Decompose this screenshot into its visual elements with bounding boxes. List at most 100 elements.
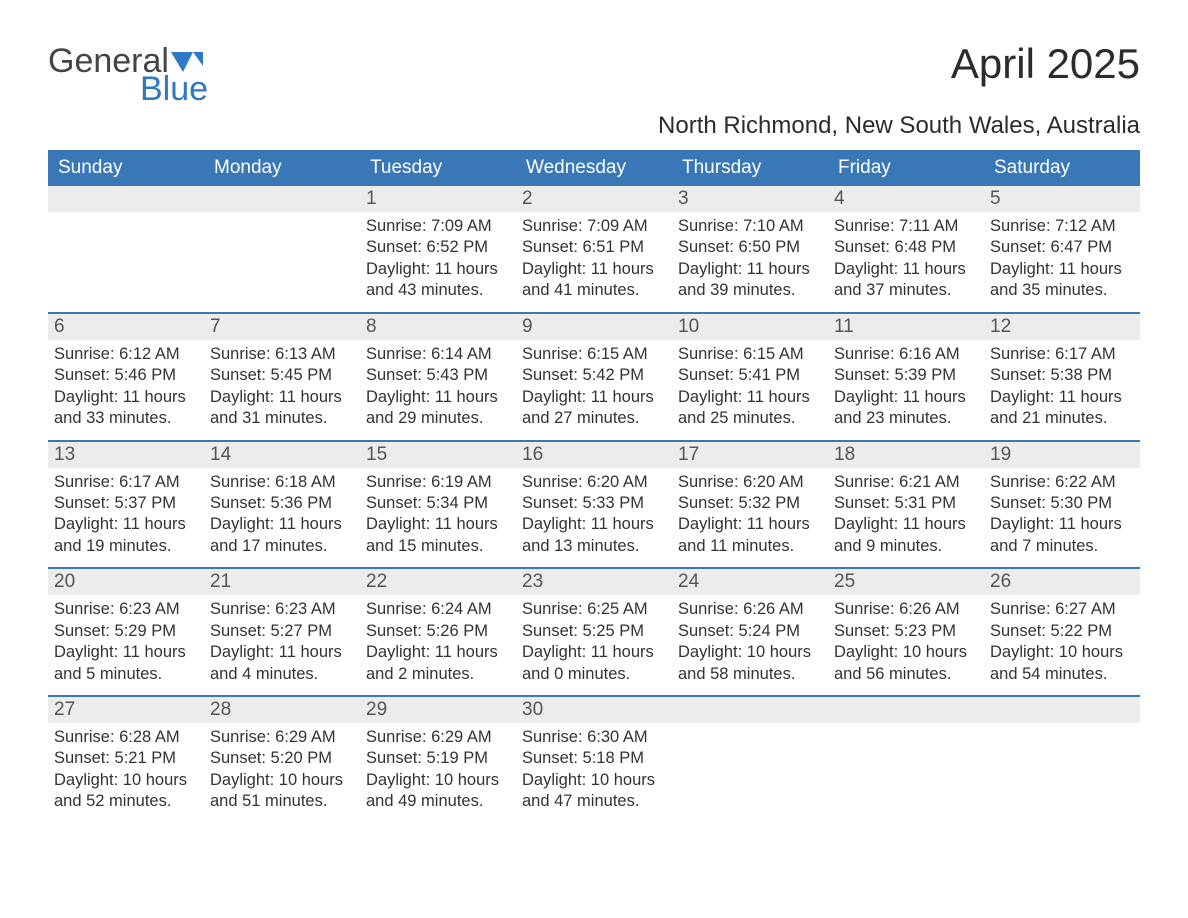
daylight-text: Daylight: 11 hours and 31 minutes. [210, 387, 354, 430]
sunset-text: Sunset: 5:25 PM [522, 621, 666, 642]
calendar-cell: 6Sunrise: 6:12 AMSunset: 5:46 PMDaylight… [48, 314, 204, 440]
sunset-text: Sunset: 5:43 PM [366, 365, 510, 386]
date-number: 27 [48, 697, 204, 723]
sunset-text: Sunset: 5:37 PM [54, 493, 198, 514]
week-row: 27Sunrise: 6:28 AMSunset: 5:21 PMDayligh… [48, 695, 1140, 823]
sunset-text: Sunset: 5:30 PM [990, 493, 1134, 514]
day-header: Saturday [984, 150, 1140, 186]
date-number [672, 697, 828, 723]
week-row: 20Sunrise: 6:23 AMSunset: 5:29 PMDayligh… [48, 567, 1140, 695]
day-header: Friday [828, 150, 984, 186]
calendar-cell: 30Sunrise: 6:30 AMSunset: 5:18 PMDayligh… [516, 697, 672, 823]
cell-body: Sunrise: 6:15 AMSunset: 5:42 PMDaylight:… [516, 340, 672, 440]
daylight-text: Daylight: 11 hours and 5 minutes. [54, 642, 198, 685]
date-number: 28 [204, 697, 360, 723]
sunrise-text: Sunrise: 6:22 AM [990, 472, 1134, 493]
cell-body: Sunrise: 6:27 AMSunset: 5:22 PMDaylight:… [984, 595, 1140, 695]
sunset-text: Sunset: 5:45 PM [210, 365, 354, 386]
sunset-text: Sunset: 5:21 PM [54, 748, 198, 769]
date-number [828, 697, 984, 723]
sunrise-text: Sunrise: 6:16 AM [834, 344, 978, 365]
daylight-text: Daylight: 11 hours and 7 minutes. [990, 514, 1134, 557]
date-number: 22 [360, 569, 516, 595]
cell-body: Sunrise: 6:16 AMSunset: 5:39 PMDaylight:… [828, 340, 984, 440]
date-number [48, 186, 204, 212]
daylight-text: Daylight: 11 hours and 37 minutes. [834, 259, 978, 302]
calendar-cell: 5Sunrise: 7:12 AMSunset: 6:47 PMDaylight… [984, 186, 1140, 312]
calendar-cell: 3Sunrise: 7:10 AMSunset: 6:50 PMDaylight… [672, 186, 828, 312]
sunset-text: Sunset: 5:31 PM [834, 493, 978, 514]
sunset-text: Sunset: 5:27 PM [210, 621, 354, 642]
sunrise-text: Sunrise: 6:17 AM [54, 472, 198, 493]
sunset-text: Sunset: 5:33 PM [522, 493, 666, 514]
calendar-cell: 29Sunrise: 6:29 AMSunset: 5:19 PMDayligh… [360, 697, 516, 823]
daylight-text: Daylight: 11 hours and 25 minutes. [678, 387, 822, 430]
calendar-cell: 21Sunrise: 6:23 AMSunset: 5:27 PMDayligh… [204, 569, 360, 695]
date-number: 2 [516, 186, 672, 212]
sunset-text: Sunset: 5:24 PM [678, 621, 822, 642]
date-number: 26 [984, 569, 1140, 595]
calendar-cell: 14Sunrise: 6:18 AMSunset: 5:36 PMDayligh… [204, 442, 360, 568]
cell-body [984, 723, 1140, 737]
daylight-text: Daylight: 11 hours and 9 minutes. [834, 514, 978, 557]
cell-body: Sunrise: 6:24 AMSunset: 5:26 PMDaylight:… [360, 595, 516, 695]
calendar-cell: 17Sunrise: 6:20 AMSunset: 5:32 PMDayligh… [672, 442, 828, 568]
sunset-text: Sunset: 5:23 PM [834, 621, 978, 642]
day-header-row: SundayMondayTuesdayWednesdayThursdayFrid… [48, 150, 1140, 186]
date-number: 8 [360, 314, 516, 340]
date-number: 24 [672, 569, 828, 595]
calendar-cell: 25Sunrise: 6:26 AMSunset: 5:23 PMDayligh… [828, 569, 984, 695]
daylight-text: Daylight: 11 hours and 35 minutes. [990, 259, 1134, 302]
sunset-text: Sunset: 5:22 PM [990, 621, 1134, 642]
calendar-cell: 4Sunrise: 7:11 AMSunset: 6:48 PMDaylight… [828, 186, 984, 312]
daylight-text: Daylight: 11 hours and 27 minutes. [522, 387, 666, 430]
cell-body [672, 723, 828, 737]
sunset-text: Sunset: 6:48 PM [834, 237, 978, 258]
daylight-text: Daylight: 11 hours and 41 minutes. [522, 259, 666, 302]
sunset-text: Sunset: 5:41 PM [678, 365, 822, 386]
cell-body [828, 723, 984, 737]
calendar-cell: 19Sunrise: 6:22 AMSunset: 5:30 PMDayligh… [984, 442, 1140, 568]
sunrise-text: Sunrise: 6:28 AM [54, 727, 198, 748]
cell-body: Sunrise: 6:23 AMSunset: 5:29 PMDaylight:… [48, 595, 204, 695]
sunset-text: Sunset: 5:32 PM [678, 493, 822, 514]
sunrise-text: Sunrise: 7:10 AM [678, 216, 822, 237]
sunrise-text: Sunrise: 6:21 AM [834, 472, 978, 493]
sunset-text: Sunset: 5:36 PM [210, 493, 354, 514]
sunrise-text: Sunrise: 7:12 AM [990, 216, 1134, 237]
sunrise-text: Sunrise: 6:26 AM [834, 599, 978, 620]
daylight-text: Daylight: 10 hours and 52 minutes. [54, 770, 198, 813]
sunrise-text: Sunrise: 6:27 AM [990, 599, 1134, 620]
daylight-text: Daylight: 10 hours and 49 minutes. [366, 770, 510, 813]
daylight-text: Daylight: 10 hours and 51 minutes. [210, 770, 354, 813]
cell-body: Sunrise: 7:09 AMSunset: 6:52 PMDaylight:… [360, 212, 516, 312]
week-row: 13Sunrise: 6:17 AMSunset: 5:37 PMDayligh… [48, 440, 1140, 568]
cell-body: Sunrise: 6:23 AMSunset: 5:27 PMDaylight:… [204, 595, 360, 695]
sunset-text: Sunset: 5:38 PM [990, 365, 1134, 386]
logo: General Blue [48, 44, 208, 106]
date-number: 29 [360, 697, 516, 723]
cell-body: Sunrise: 7:11 AMSunset: 6:48 PMDaylight:… [828, 212, 984, 312]
weeks-container: 1Sunrise: 7:09 AMSunset: 6:52 PMDaylight… [48, 186, 1140, 823]
cell-body: Sunrise: 6:17 AMSunset: 5:37 PMDaylight:… [48, 468, 204, 568]
daylight-text: Daylight: 11 hours and 43 minutes. [366, 259, 510, 302]
sunset-text: Sunset: 5:46 PM [54, 365, 198, 386]
sunset-text: Sunset: 6:50 PM [678, 237, 822, 258]
cell-body [48, 212, 204, 226]
date-number: 14 [204, 442, 360, 468]
date-number: 30 [516, 697, 672, 723]
day-header: Sunday [48, 150, 204, 186]
daylight-text: Daylight: 11 hours and 13 minutes. [522, 514, 666, 557]
daylight-text: Daylight: 11 hours and 4 minutes. [210, 642, 354, 685]
sunrise-text: Sunrise: 6:17 AM [990, 344, 1134, 365]
day-header: Tuesday [360, 150, 516, 186]
cell-body: Sunrise: 6:25 AMSunset: 5:25 PMDaylight:… [516, 595, 672, 695]
sunrise-text: Sunrise: 6:23 AM [210, 599, 354, 620]
date-number: 15 [360, 442, 516, 468]
date-number: 20 [48, 569, 204, 595]
daylight-text: Daylight: 11 hours and 0 minutes. [522, 642, 666, 685]
date-number: 9 [516, 314, 672, 340]
sunrise-text: Sunrise: 7:11 AM [834, 216, 978, 237]
calendar-cell: 7Sunrise: 6:13 AMSunset: 5:45 PMDaylight… [204, 314, 360, 440]
calendar-cell [828, 697, 984, 823]
